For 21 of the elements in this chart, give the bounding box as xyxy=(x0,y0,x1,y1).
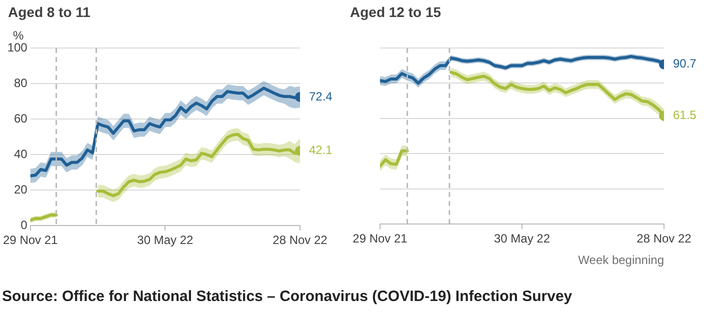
chart-title: Aged 12 to 15 xyxy=(349,3,442,22)
x-tick-label: 29 Nov 21 xyxy=(3,233,58,248)
annotation: 61.5 xyxy=(673,108,697,122)
source-note: Source: Office for National Statistics – Coronavirus (COVID-19) Infection Survey xyxy=(1,288,574,305)
annotation: 42.1 xyxy=(309,143,333,158)
annotation: 72.4 xyxy=(309,89,333,104)
y-tick-label: 40 xyxy=(14,146,28,161)
y-axis-title: % xyxy=(13,28,24,42)
x-tick-label: 30 May 22 xyxy=(494,232,550,246)
x-tick-label: 30 May 22 xyxy=(137,233,194,248)
x-axis-title: Week beginning xyxy=(578,253,664,268)
annotation: 90.7 xyxy=(673,56,697,71)
y-tick-label: 80 xyxy=(14,76,28,90)
chart-title: Aged 8 to 11 xyxy=(7,3,92,22)
x-tick-label: 28 Nov 22 xyxy=(636,232,692,246)
y-tick-label: 20 xyxy=(14,182,28,196)
y-tick-label: 60 xyxy=(14,111,28,126)
x-tick-label: 28 Nov 22 xyxy=(272,233,328,248)
x-tick-label: 29 Nov 21 xyxy=(352,232,408,246)
y-tick-label: 0 xyxy=(20,218,28,232)
y-tick-label: 100 xyxy=(7,40,28,54)
